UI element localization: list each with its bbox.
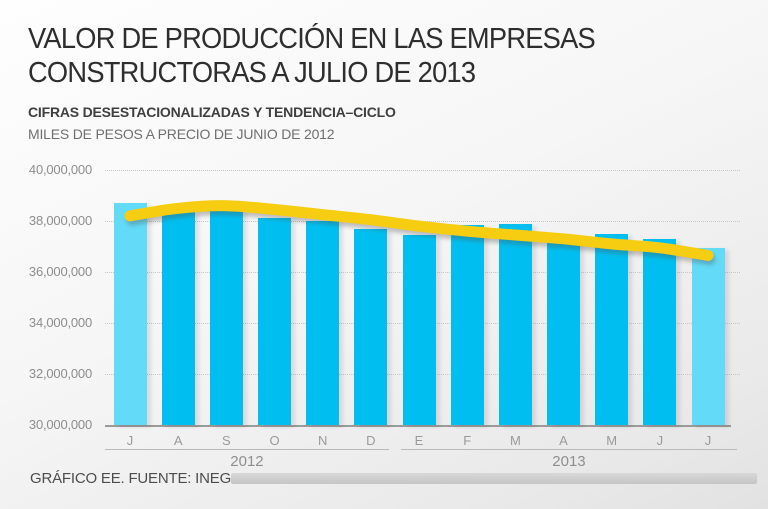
- year-group-line-2013: [400, 449, 737, 450]
- page-title: VALOR DE PRODUCCIÓN EN LAS EMPRESAS CONST…: [28, 22, 705, 90]
- bar-j-11: [643, 238, 677, 425]
- bar-a-9: [547, 240, 581, 425]
- bar-m-8: [498, 223, 532, 425]
- month-label-9: A: [559, 433, 568, 448]
- month-label-1: A: [173, 433, 183, 448]
- bar-e-6: [402, 235, 436, 425]
- month-label-5: D: [366, 433, 376, 448]
- chart-header: VALOR DE PRODUCCIÓN EN LAS EMPRESAS CONST…: [28, 22, 748, 142]
- y-axis-tick-label: 30,000,000: [28, 417, 92, 432]
- chart-unit-note: MILES DE PESOS A PRECIO DE JUNIO DE 2012: [28, 126, 335, 142]
- chart-subtitle: CIFRAS DESESTACIONALIZADAS Y TENDENCIA–C…: [28, 104, 396, 120]
- source-note: GRÁFICO EE. FUENTE: INEGI.: [30, 470, 239, 487]
- footer-decorative-bar: [231, 473, 757, 484]
- month-label-7: F: [463, 433, 472, 448]
- month-label-0: J: [126, 433, 134, 448]
- y-axis-tick-label: 38,000,000: [28, 213, 92, 228]
- y-axis-tick-label: 32,000,000: [28, 366, 92, 381]
- year-label-2013: 2013: [552, 453, 586, 470]
- month-label-8: M: [509, 433, 521, 448]
- bar-s-2: [209, 209, 243, 425]
- bar-n-4: [306, 221, 340, 425]
- y-axis-tick-label: 40,000,000: [28, 162, 92, 177]
- y-axis-tick-label: 36,000,000: [28, 264, 92, 279]
- bar-f-7: [450, 224, 484, 425]
- year-label-2012: 2012: [230, 453, 264, 470]
- bar-d-5: [354, 228, 388, 425]
- bar-a-1: [161, 212, 195, 425]
- month-label-3: O: [269, 433, 280, 448]
- bar-o-3: [258, 218, 291, 425]
- bar-j-12: [691, 247, 725, 425]
- year-group-line-2012: [105, 449, 389, 450]
- page-title-line2: CONSTRUCTORAS A JULIO DE 2013: [28, 57, 476, 89]
- month-label-10: M: [606, 433, 618, 448]
- month-label-11: J: [656, 433, 664, 448]
- trend-line: [124, 200, 714, 261]
- month-label-4: N: [317, 433, 328, 448]
- gridline: [105, 170, 740, 171]
- bar-m-10: [595, 233, 629, 425]
- bar-j-0: [113, 203, 147, 425]
- page-title-line1: VALOR DE PRODUCCIÓN EN LAS EMPRESAS: [28, 23, 596, 55]
- month-label-2: S: [221, 433, 231, 448]
- month-label-12: J: [704, 433, 712, 448]
- x-axis-baseline: [105, 425, 731, 427]
- y-axis-tick-label: 34,000,000: [28, 315, 92, 330]
- month-label-6: E: [414, 433, 424, 448]
